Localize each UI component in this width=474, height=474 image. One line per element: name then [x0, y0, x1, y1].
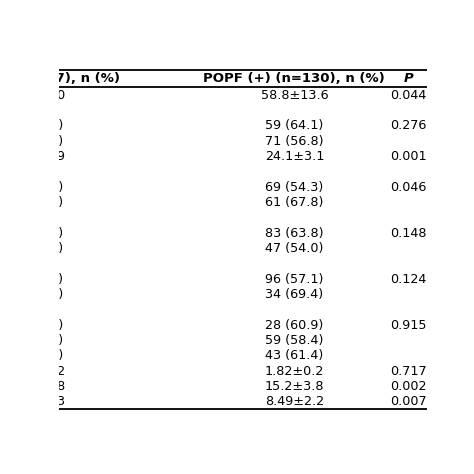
Text: 0.124: 0.124 [390, 273, 427, 286]
Text: 59 (58.4): 59 (58.4) [265, 334, 324, 347]
Text: 0.276: 0.276 [390, 119, 427, 132]
Text: 8.49±2.2: 8.49±2.2 [265, 395, 324, 408]
Text: n=87), n (%): n=87), n (%) [26, 72, 120, 85]
Text: POPF (+) (n=130), n (%): POPF (+) (n=130), n (%) [203, 72, 385, 85]
Text: 47 (54.0): 47 (54.0) [265, 242, 324, 255]
Text: 24.1±3.1: 24.1±3.1 [264, 150, 324, 163]
Text: 0.002: 0.002 [390, 380, 427, 393]
Text: 28 (60.9): 28 (60.9) [265, 319, 323, 332]
Text: (35.9): (35.9) [26, 119, 64, 132]
Text: 7±2.9: 7±2.9 [26, 150, 65, 163]
Text: ±13.0: ±13.0 [26, 89, 65, 102]
Text: 15.2±3.8: 15.2±3.8 [264, 380, 324, 393]
Text: 71 (56.8): 71 (56.8) [265, 135, 324, 148]
Text: 0.717: 0.717 [390, 365, 427, 378]
Text: (42.9): (42.9) [26, 273, 64, 286]
Text: 43 (61.4): 43 (61.4) [265, 349, 323, 362]
Text: 58.8±13.6: 58.8±13.6 [261, 89, 328, 102]
Text: 0.148: 0.148 [390, 227, 427, 240]
Text: 69 (54.3): 69 (54.3) [265, 181, 323, 194]
Text: 59 (64.1): 59 (64.1) [265, 119, 323, 132]
Text: (43.2): (43.2) [26, 135, 64, 148]
Text: (32.2): (32.2) [26, 196, 64, 209]
Text: 34 (69.4): 34 (69.4) [265, 288, 323, 301]
Text: (38.6): (38.6) [26, 349, 64, 362]
Text: 3±2.3: 3±2.3 [26, 395, 65, 408]
Text: 1.82±0.2: 1.82±0.2 [264, 365, 324, 378]
Text: 0.046: 0.046 [390, 181, 427, 194]
Text: 0.915: 0.915 [390, 319, 427, 332]
Text: P: P [403, 72, 413, 85]
Text: 0.001: 0.001 [390, 150, 427, 163]
Text: 0.007: 0.007 [390, 395, 427, 408]
Text: (30.6): (30.6) [26, 288, 64, 301]
Text: 5±3.8: 5±3.8 [26, 380, 65, 393]
Text: (45.7): (45.7) [26, 181, 64, 194]
Text: (39.1): (39.1) [26, 319, 64, 332]
Text: (46.0): (46.0) [26, 242, 64, 255]
Text: (41.6): (41.6) [26, 334, 64, 347]
Text: 0.044: 0.044 [390, 89, 427, 102]
Text: 96 (57.1): 96 (57.1) [265, 273, 324, 286]
Text: (36.2): (36.2) [26, 227, 64, 240]
Text: 1±0.2: 1±0.2 [26, 365, 65, 378]
Text: 83 (63.8): 83 (63.8) [265, 227, 324, 240]
Text: 61 (67.8): 61 (67.8) [265, 196, 324, 209]
